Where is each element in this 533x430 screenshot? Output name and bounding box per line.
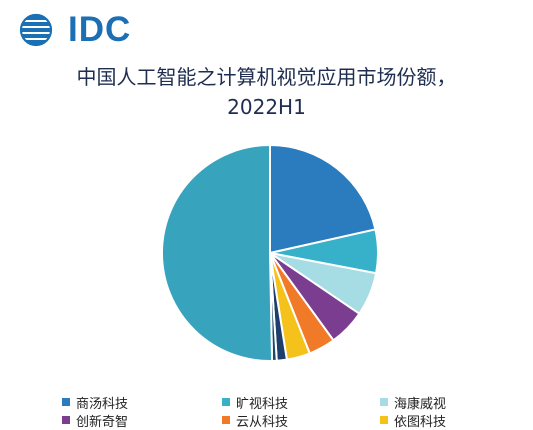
- legend-item-2: 旷视科技: [222, 393, 289, 412]
- legend-swatch: [222, 416, 230, 424]
- idc-globe-icon: [19, 13, 53, 47]
- idc-logo-text: IDC: [68, 10, 132, 49]
- pie-slice-1: [269, 143, 377, 255]
- pie-slice-9: [160, 143, 274, 362]
- legend-item-5: 云从科技: [222, 411, 289, 430]
- legend-label: 旷视科技: [236, 396, 289, 412]
- chart-title: 中国人工智能之计算机视觉应用市场份额， 2022H1: [0, 62, 533, 122]
- legend-item-1: 商汤科技: [62, 393, 129, 412]
- legend-item-6: 依图科技: [380, 411, 447, 430]
- legend-label: 海康威视: [394, 396, 447, 412]
- legend-swatch: [380, 416, 388, 424]
- legend-swatch: [62, 416, 70, 424]
- chart-title-line2: 2022H1: [227, 95, 306, 119]
- legend-item-4: 创新奇智: [62, 411, 129, 430]
- legend-label: 商汤科技: [76, 396, 129, 412]
- legend-label: 云从科技: [236, 414, 289, 430]
- legend-swatch: [62, 398, 70, 406]
- legend-label: 创新奇智: [76, 414, 129, 430]
- chart-title-line1: 中国人工智能之计算机视觉应用市场份额，: [76, 65, 457, 89]
- legend-swatch: [380, 398, 388, 406]
- chart-legend: 商汤科技 旷视科技 海康威视创新奇智 云从科技 依图科技: [0, 393, 533, 430]
- legend-item-3: 海康威视: [380, 393, 447, 412]
- legend-swatch: [222, 398, 230, 406]
- legend-label: 依图科技: [394, 414, 447, 430]
- idc-logo: IDC: [18, 12, 148, 48]
